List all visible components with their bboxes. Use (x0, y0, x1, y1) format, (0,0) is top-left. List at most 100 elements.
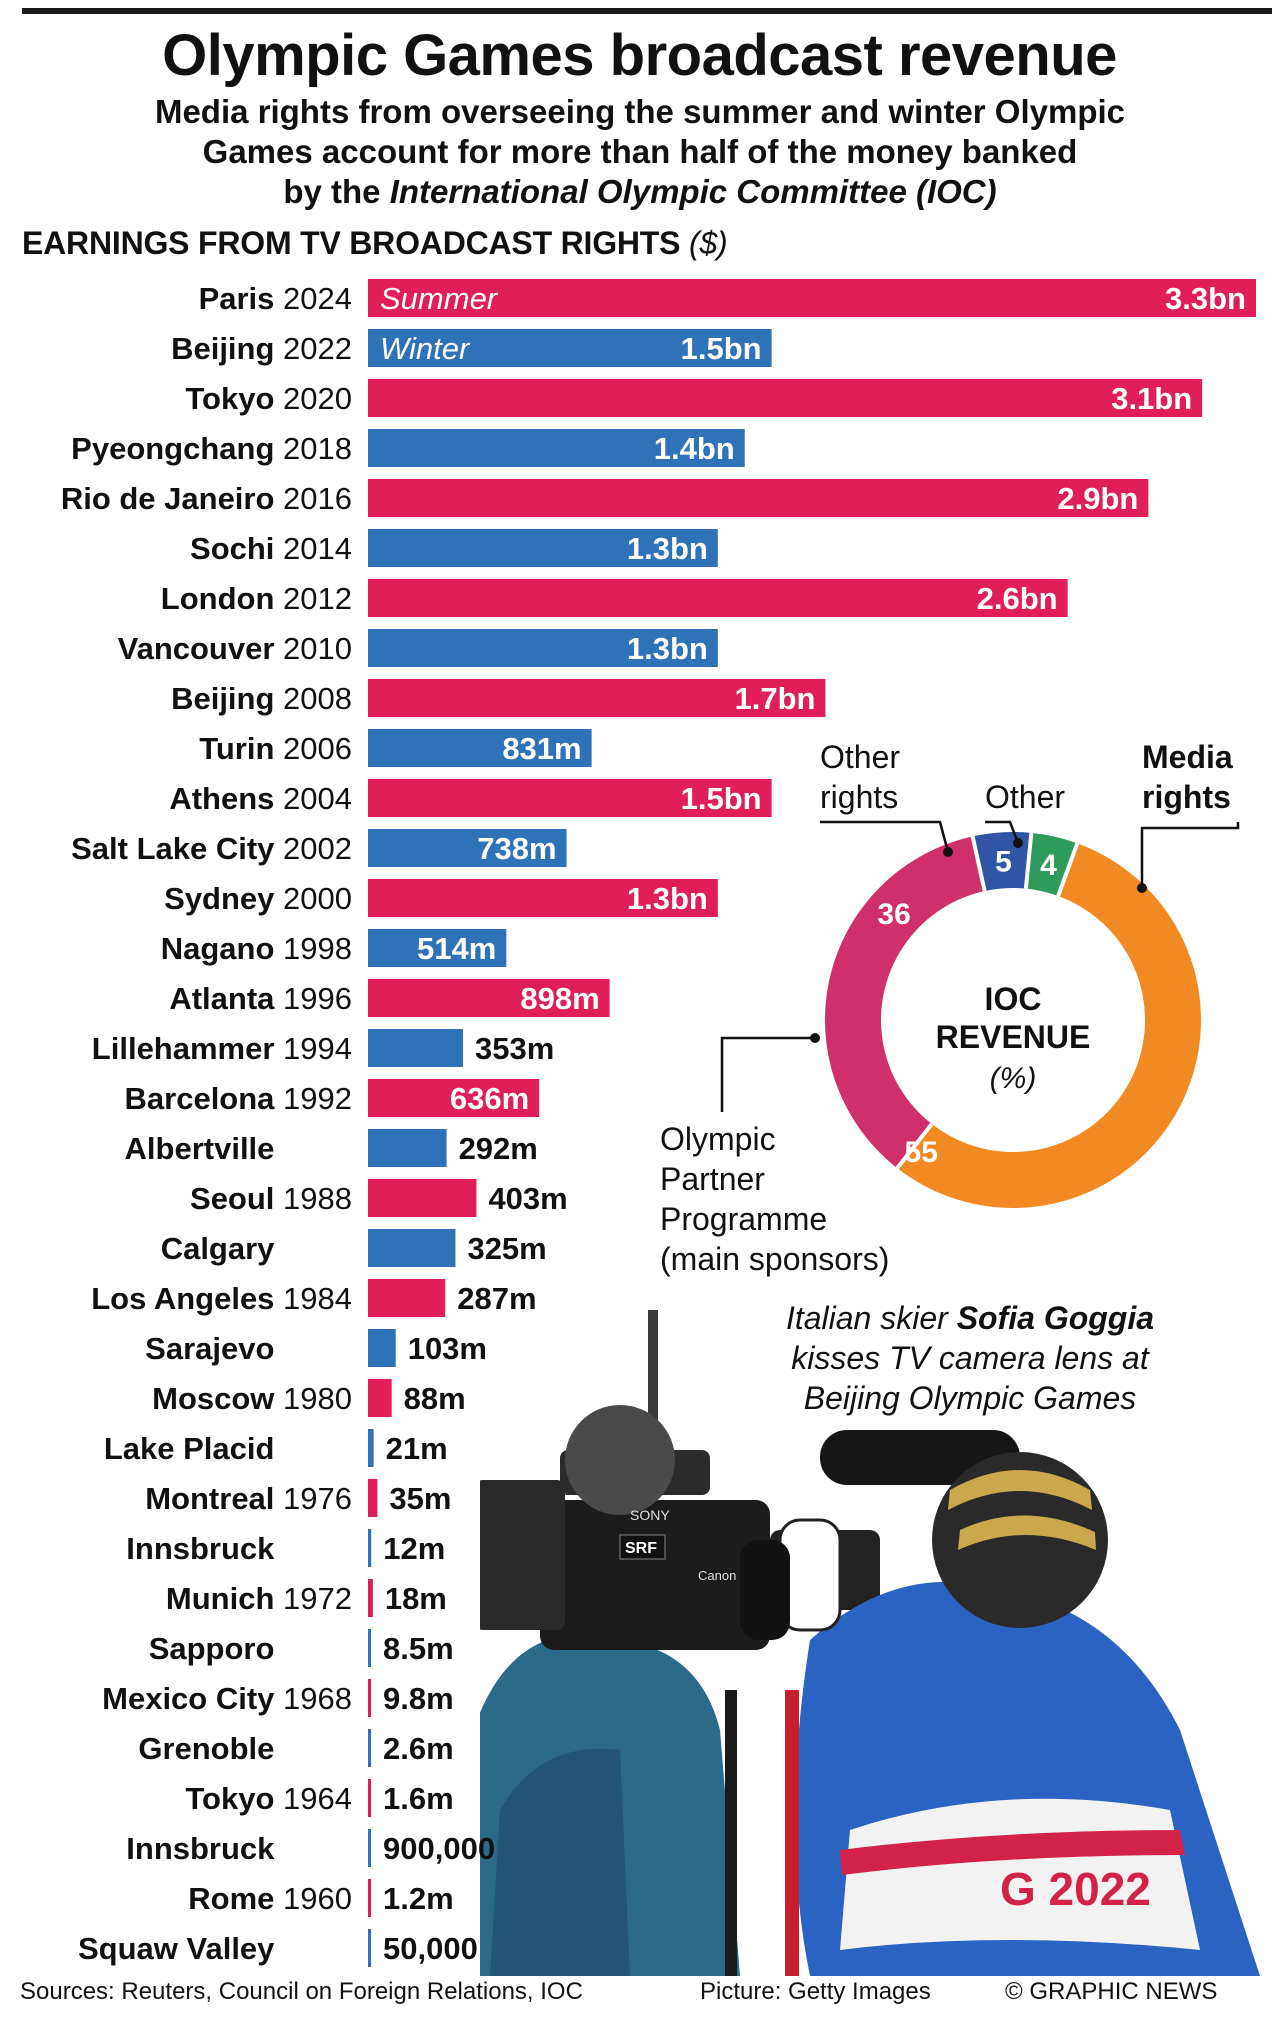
bar-10 (368, 729, 592, 767)
value-label-12: 738m (477, 831, 556, 866)
category-label-16: Lillehammer 1994 (92, 1031, 352, 1066)
value-label-11: 1.5bn (681, 781, 762, 816)
bar-32 (368, 1829, 371, 1867)
value-label-4: 1.4bn (654, 431, 735, 466)
label-media-rights-2: rights (1142, 779, 1231, 815)
ski-pole-2 (725, 1690, 737, 1976)
value-label-3: 3.1bn (1111, 381, 1192, 416)
bar-23 (368, 1379, 392, 1417)
label-olympic-3: Programme (660, 1201, 827, 1237)
value-label-22: 103m (408, 1331, 487, 1366)
bar-6 (368, 529, 718, 567)
footer-copyright: © GRAPHIC NEWS (1005, 1978, 1218, 2005)
value-label-31: 1.6m (383, 1781, 454, 1816)
bar-19 (368, 1179, 477, 1217)
value-label-20: 325m (467, 1231, 546, 1266)
bar-31 (368, 1779, 371, 1817)
camera-antenna (648, 1310, 658, 1450)
bar-22 (368, 1329, 396, 1367)
category-label-21: Los Angeles 1984 (91, 1281, 352, 1316)
donut-value-1: 55 (905, 1136, 938, 1169)
value-label-8: 1.3bn (627, 631, 708, 666)
label-olympic-4: (main sponsors) (660, 1241, 889, 1277)
value-label-23: 88m (404, 1381, 466, 1416)
value-label-33: 1.2m (383, 1881, 454, 1916)
cameraman-helmet (565, 1405, 675, 1515)
category-label-24: Lake Placid (104, 1431, 352, 1466)
value-label-5: 2.9bn (1057, 481, 1138, 516)
category-label-29: Mexico City 1968 (102, 1681, 352, 1716)
subtitle-line-2: Games account for more than half of the … (202, 133, 1078, 170)
caption-line-2: kisses TV camera lens at (791, 1340, 1149, 1376)
value-label-15: 898m (520, 981, 599, 1016)
category-label-34: Squaw Valley (78, 1931, 352, 1966)
value-label-7: 2.6bn (977, 581, 1058, 616)
category-label-3: Tokyo 2020 (185, 381, 352, 416)
bar-26 (368, 1529, 372, 1567)
bar-14 (368, 929, 507, 967)
caption-skier-name: Sofia Goggia (956, 1300, 1155, 1336)
value-label-9: 1.7bn (734, 681, 815, 716)
top-rule (22, 8, 1272, 14)
label-media-rights-1: Media (1142, 739, 1233, 775)
bar-3 (368, 379, 1203, 417)
donut-center-title-1: IOC (985, 981, 1042, 1017)
value-label-13: 1.3bn (627, 881, 708, 916)
category-label-5: Rio de Janeiro 2016 (61, 481, 352, 516)
donut-separator-3 (970, 835, 987, 892)
category-label-19: Seoul 1988 (190, 1181, 352, 1216)
category-label-1: Paris 2024 (199, 281, 352, 316)
leader-other (985, 820, 1020, 844)
value-label-27: 18m (385, 1581, 447, 1616)
bar-4 (368, 429, 745, 467)
subtitle-ioc: International Olympic Committee (IOC) (389, 173, 997, 210)
chart-heading-text: EARNINGS FROM TV BROADCAST RIGHTS (22, 225, 681, 261)
category-label-27: Munich 1972 (166, 1581, 352, 1616)
donut-separator-2 (895, 1122, 934, 1170)
category-label-2: Beijing 2022 (171, 331, 352, 366)
chart-heading-unit: ($) (689, 225, 728, 261)
category-label-14: Nagano 1998 (161, 931, 352, 966)
value-label-28: 8.5m (383, 1631, 454, 1666)
value-label-14: 514m (417, 931, 496, 966)
category-label-4: Pyeongchang 2018 (71, 431, 352, 466)
label-other-rights-2: rights (820, 779, 898, 815)
bar-12 (368, 829, 567, 867)
label-other-rights-1: Other (820, 739, 900, 775)
bar-20 (368, 1229, 456, 1267)
leader-media-rights (1140, 822, 1240, 888)
leader-olympic (720, 1036, 815, 1112)
bar-21 (368, 1279, 446, 1317)
value-label-6: 1.3bn (627, 531, 708, 566)
category-label-12: Salt Lake City 2002 (71, 831, 352, 866)
category-label-26: Innsbruck (126, 1531, 352, 1566)
subtitle-line-3-prefix: by the (283, 173, 390, 210)
category-label-30: Grenoble (138, 1731, 352, 1766)
donut-value-4: 4 (1040, 849, 1057, 882)
category-label-28: Sapporo (149, 1631, 352, 1666)
category-label-8: Vancouver 2010 (118, 631, 352, 666)
category-label-6: Sochi 2014 (190, 531, 352, 566)
donut-separator-1 (1056, 842, 1080, 897)
leader-media-rights-dot (1137, 883, 1147, 893)
footer-sources: Sources: Reuters, Council on Foreign Rel… (20, 1978, 583, 2005)
subtitle-line-3: by the International Olympic Committee (… (90, 172, 1190, 212)
legend-winter: Winter (380, 331, 471, 366)
subtitle: Media rights from overseeing the summer … (90, 92, 1190, 212)
bar-27 (368, 1579, 373, 1617)
bar-28 (368, 1629, 371, 1667)
category-label-17: Barcelona 1992 (125, 1081, 352, 1116)
legend-summer: Summer (380, 281, 499, 316)
camera-side-panel (480, 1480, 565, 1630)
category-label-18: Albertville (125, 1131, 352, 1166)
bar-13 (368, 879, 718, 917)
bar-25 (368, 1479, 378, 1517)
donut-center-unit: (%) (990, 1062, 1037, 1095)
leader-other-rights (820, 820, 950, 853)
bar-2 (368, 329, 772, 367)
label-olympic-2: Partner (660, 1161, 765, 1197)
bar-16 (368, 1029, 463, 1067)
value-label-21: 287m (457, 1281, 536, 1316)
value-label-19: 403m (488, 1181, 567, 1216)
photo-camera-operator-and-skier: SONY SRF Canon G 2022 (480, 1310, 1260, 1976)
